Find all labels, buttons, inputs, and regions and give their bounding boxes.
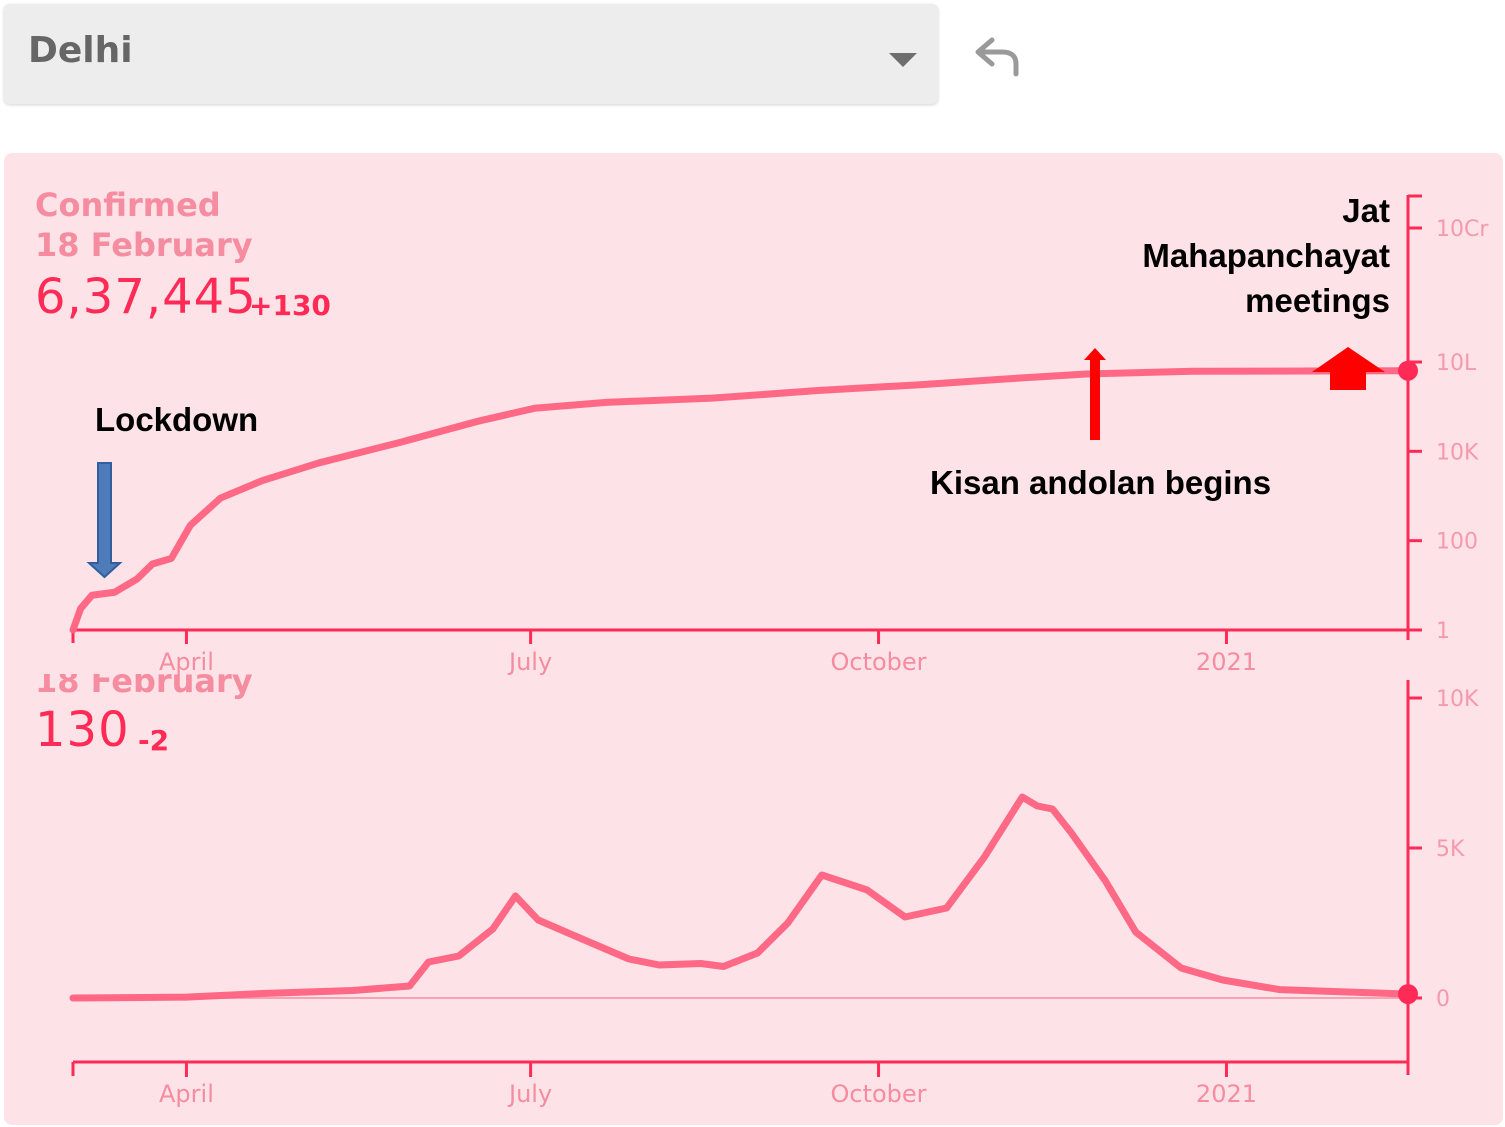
chart2-x-tick-label: July (507, 1080, 552, 1108)
chart2-line (69, 793, 1412, 1002)
chart1-y-tick-label: 100 (1436, 530, 1478, 555)
daily-date: 18 February (35, 662, 253, 700)
chart1-line (69, 367, 1412, 634)
daily-value: 130 (35, 702, 130, 758)
lockdown-arrow-icon (86, 462, 123, 579)
chart2-y-tick-label: 0 (1436, 987, 1450, 1012)
caret-down-icon[interactable] (889, 53, 917, 67)
chart2-y-tick-label: 5K (1436, 837, 1465, 862)
axes-group: 10Cr 10L 10K 100 1 April July October 2021 10K 5K 0… (71, 194, 1489, 1108)
confirmed-total: 6,37,445 (35, 269, 257, 325)
state-dropdown-value: Delhi (28, 30, 133, 71)
chart1-y-tick-label: 10L (1436, 351, 1477, 376)
confirmed-label: Confirmed (35, 186, 221, 224)
annotation-jat: Jat Mahapanchayat meetings (1142, 188, 1390, 323)
chart1-x-tick-label: April (159, 648, 214, 676)
chart1-x-tick-label: July (507, 648, 552, 676)
daily-delta: -2 (138, 724, 170, 757)
chart1-y-tick-label: 10K (1436, 440, 1479, 465)
jat-arrow-icon (1312, 347, 1385, 390)
series-group (69, 360, 1418, 1005)
chart1-y-tick-label: 10Cr (1436, 217, 1489, 242)
confirmed-date: 18 February (35, 226, 253, 264)
confirmed-delta: +130 (249, 289, 331, 322)
annotation-jat-line2: Mahapanchayat (1142, 237, 1390, 274)
chart2-x-tick-label: October (831, 1080, 927, 1108)
chart2-y-tick-label: 10K (1436, 687, 1479, 712)
chart2-x-tick-label: April (159, 1080, 214, 1108)
state-dropdown[interactable]: Delhi (4, 4, 938, 104)
chart2-x-tick-label: 2021 (1196, 1080, 1257, 1108)
annotation-jat-line3: meetings (1245, 282, 1390, 319)
annotation-arrows-group (86, 347, 1385, 579)
annotation-kisan: Kisan andolan begins (930, 464, 1272, 501)
undo-icon[interactable] (972, 34, 1022, 78)
charts-svg: 10Cr 10L 10K 100 1 April July October 2021 10K 5K 0… (69, 194, 1489, 1108)
annotation-lockdown: Lockdown (95, 401, 259, 438)
kisan-arrow-icon (1084, 348, 1106, 440)
annotation-jat-line1: Jat (1342, 192, 1390, 229)
chart1-x-tick-label: October (831, 648, 927, 676)
chart1-end-dot (1398, 360, 1418, 381)
chart2-end-dot (1398, 984, 1418, 1005)
chart-panel: 10Cr 10L 10K 100 1 April July October 2021 10K 5K 0… (4, 153, 1503, 1125)
chart1-y-tick-label: 1 (1436, 619, 1450, 644)
chart1-x-tick-label: 2021 (1196, 648, 1257, 676)
